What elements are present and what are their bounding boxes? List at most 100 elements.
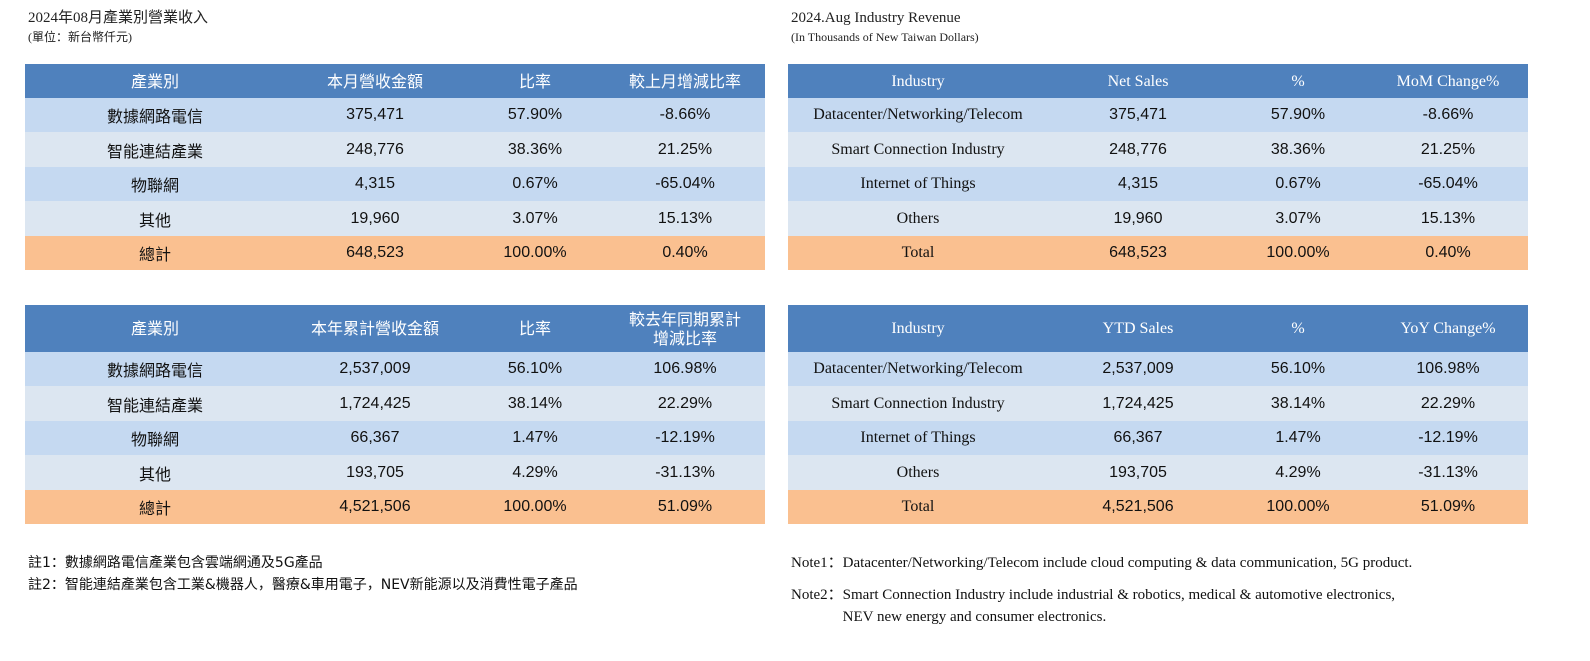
en-notes: Note1：Datacenter/Networking/Telecom incl… [791, 552, 1412, 628]
total-value: 648,523 [285, 236, 465, 270]
en-note-2-prefix: Note2： [791, 587, 843, 603]
change-cell: 22.29% [605, 386, 765, 421]
total-row: 總計 4,521,506 100.00% 51.09% [25, 490, 765, 524]
col-header: 本年累計營收金額 [285, 305, 465, 352]
ratio-cell: 0.67% [465, 167, 605, 201]
table-header-row: 產業別 本年累計營收金額 比率 較去年同期累計 增減比率 [25, 305, 765, 352]
industry-cell: Smart Connection Industry [788, 386, 1048, 421]
en-unit: (In Thousands of New Taiwan Dollars) [791, 30, 979, 44]
value-cell: 4,315 [285, 167, 465, 201]
ratio-cell: 38.36% [465, 132, 605, 167]
zh-monthly-table: 產業別 本月營收金額 比率 較上月增減比率 數據網路電信 375,471 57.… [25, 64, 765, 270]
col-header: 產業別 [25, 305, 285, 352]
en-ytd-table: Industry YTD Sales % YoY Change% Datacen… [788, 305, 1528, 524]
table-row: 數據網路電信 375,471 57.90% -8.66% [25, 98, 765, 132]
value-cell: 248,776 [1048, 132, 1228, 167]
industry-cell: 智能連結產業 [25, 132, 285, 167]
industry-cell: Others [788, 201, 1048, 236]
ratio-cell: 1.47% [1228, 421, 1368, 455]
total-ratio: 100.00% [1228, 490, 1368, 524]
col-header-line: 增減比率 [652, 328, 717, 348]
change-cell: -8.66% [1368, 98, 1528, 132]
en-title: 2024.Aug Industry Revenue [791, 10, 961, 26]
total-change: 0.40% [1368, 236, 1528, 270]
zh-title: 2024年08月產業別營業收入 [28, 10, 209, 26]
col-header: 比率 [465, 64, 605, 98]
zh-notes: 註1：數據網路電信產業包含雲端網通及5G產品 註2：智能連結產業包含工業&機器人… [28, 552, 578, 596]
industry-cell: Datacenter/Networking/Telecom [788, 352, 1048, 386]
change-cell: 15.13% [1368, 201, 1528, 236]
en-note-2: Note2： Smart Connection Industry include… [791, 584, 1412, 628]
table-row: Datacenter/Networking/Telecom 375,471 57… [788, 98, 1528, 132]
total-value: 4,521,506 [1048, 490, 1228, 524]
value-cell: 4,315 [1048, 167, 1228, 201]
table-row: 物聯網 4,315 0.67% -65.04% [25, 167, 765, 201]
col-header: 本月營收金額 [285, 64, 465, 98]
industry-cell: 其他 [25, 201, 285, 236]
zh-note-1: 註1：數據網路電信產業包含雲端網通及5G產品 [28, 555, 323, 571]
industry-cell: 其他 [25, 455, 285, 490]
change-cell: -31.13% [1368, 455, 1528, 490]
industry-cell: Internet of Things [788, 421, 1048, 455]
change-cell: 106.98% [1368, 352, 1528, 386]
ratio-cell: 4.29% [465, 455, 605, 490]
ratio-cell: 4.29% [1228, 455, 1368, 490]
value-cell: 66,367 [285, 421, 465, 455]
value-cell: 1,724,425 [285, 386, 465, 421]
col-header-line: 較去年同期累計 [628, 309, 741, 329]
zh-note-2: 註2：智能連結產業包含工業&機器人，醫療&車用電子，NEV新能源以及消費性電子產… [28, 577, 578, 593]
table-row: Smart Connection Industry 1,724,425 38.1… [788, 386, 1528, 421]
total-label: Total [788, 490, 1048, 524]
table-header-row: Industry Net Sales % MoM Change% [788, 64, 1528, 98]
value-cell: 19,960 [1048, 201, 1228, 236]
change-cell: 21.25% [605, 132, 765, 167]
table-row: 其他 193,705 4.29% -31.13% [25, 455, 765, 490]
total-change: 51.09% [1368, 490, 1528, 524]
ratio-cell: 0.67% [1228, 167, 1368, 201]
col-header: Net Sales [1048, 64, 1228, 98]
table-header-row: Industry YTD Sales % YoY Change% [788, 305, 1528, 352]
col-header: MoM Change% [1368, 64, 1528, 98]
table-row: Others 193,705 4.29% -31.13% [788, 455, 1528, 490]
en-note-2-line: Smart Connection Industry include indust… [842, 587, 1396, 603]
total-change: 0.40% [605, 236, 765, 270]
en-monthly-table: Industry Net Sales % MoM Change% Datacen… [788, 64, 1528, 270]
col-header: % [1228, 305, 1368, 352]
table-row: 智能連結產業 248,776 38.36% 21.25% [25, 132, 765, 167]
total-ratio: 100.00% [1228, 236, 1368, 270]
total-row: Total 648,523 100.00% 0.40% [788, 236, 1528, 270]
total-ratio: 100.00% [465, 490, 605, 524]
col-header: Industry [788, 305, 1048, 352]
table-row: Smart Connection Industry 248,776 38.36%… [788, 132, 1528, 167]
total-label: 總計 [25, 236, 285, 270]
industry-cell: Internet of Things [788, 167, 1048, 201]
col-header: % [1228, 64, 1368, 98]
col-header: 比率 [465, 305, 605, 352]
col-header: 較上月增減比率 [605, 64, 765, 98]
table-row: 其他 19,960 3.07% 15.13% [25, 201, 765, 236]
change-cell: -31.13% [605, 455, 765, 490]
ratio-cell: 3.07% [1228, 201, 1368, 236]
change-cell: 15.13% [605, 201, 765, 236]
total-value: 4,521,506 [285, 490, 465, 524]
total-value: 648,523 [1048, 236, 1228, 270]
en-heading: 2024.Aug Industry Revenue (In Thousands … [791, 9, 979, 45]
total-ratio: 100.00% [465, 236, 605, 270]
zh-ytd-table: 產業別 本年累計營收金額 比率 較去年同期累計 增減比率 數據網路電信 2,53… [25, 305, 765, 524]
ratio-cell: 3.07% [465, 201, 605, 236]
zh-heading: 2024年08月產業別營業收入 (單位：新台幣仟元) [28, 9, 208, 45]
ratio-cell: 56.10% [465, 352, 605, 386]
ratio-cell: 57.90% [1228, 98, 1368, 132]
change-cell: 21.25% [1368, 132, 1528, 167]
col-header: Industry [788, 64, 1048, 98]
industry-cell: 數據網路電信 [25, 352, 285, 386]
industry-cell: Datacenter/Networking/Telecom [788, 98, 1048, 132]
total-change: 51.09% [605, 490, 765, 524]
industry-cell: 物聯網 [25, 421, 285, 455]
change-cell: -8.66% [605, 98, 765, 132]
value-cell: 1,724,425 [1048, 386, 1228, 421]
en-note-1: Note1：Datacenter/Networking/Telecom incl… [791, 555, 1413, 571]
col-header: 較去年同期累計 增減比率 [605, 305, 765, 352]
en-note-2-line: NEV new energy and consumer electronics. [842, 609, 1107, 625]
change-cell: -65.04% [1368, 167, 1528, 201]
